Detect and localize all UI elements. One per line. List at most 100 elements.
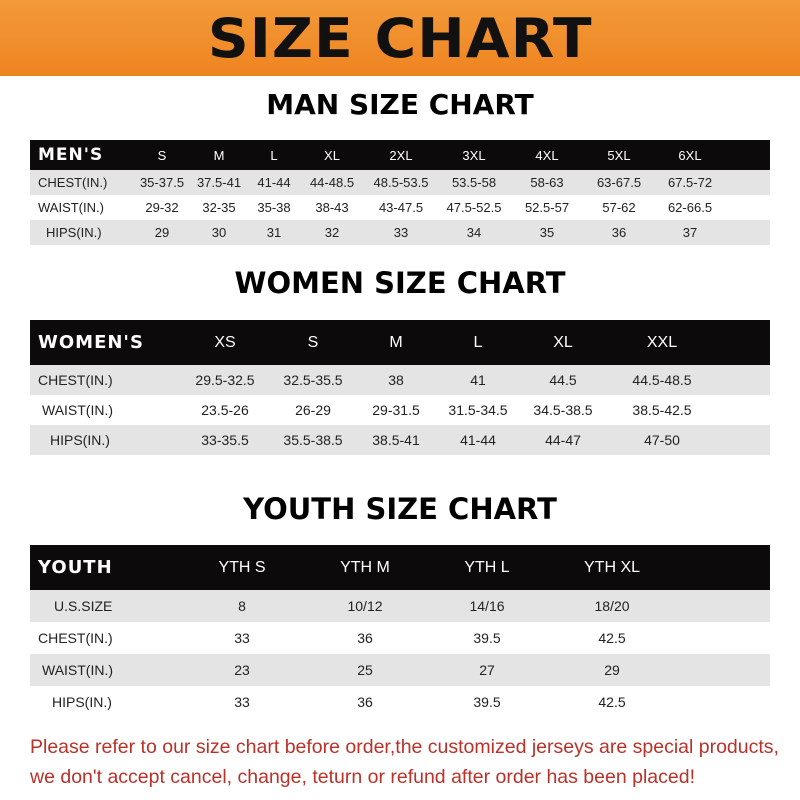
table-cell: 41-44: [460, 432, 496, 448]
table-header-label: MEN'S: [38, 145, 104, 165]
table-row: U.S.SIZE 8 10/12 14/16 18/20: [30, 590, 770, 622]
size-header-4xl: 4XL: [535, 147, 559, 163]
table-header-row: YOUTH YTH S YTH M YTH L YTH XL: [30, 545, 770, 590]
row-label: CHEST(IN.): [38, 175, 108, 190]
notice-line-1: Please refer to our size chart before or…: [30, 736, 779, 758]
table-cell: 33: [234, 694, 250, 710]
table-cell: 37.5-41: [196, 175, 242, 190]
table-row: HIPS(IN.) 33 36 39.5 42.5: [30, 686, 770, 718]
table-cell: 37: [682, 225, 698, 240]
table-cell: 53.5-58: [451, 175, 497, 190]
table-cell: 34.5-38.5: [533, 402, 593, 418]
size-header-yth-xl: YTH XL: [583, 558, 641, 576]
table-cell: 8: [238, 598, 246, 614]
notice-line-2: we don't accept cancel, change, teturn o…: [30, 766, 695, 788]
table-cell: 33: [234, 630, 250, 646]
size-header-yth-l: YTH L: [464, 558, 510, 576]
row-label: WAIST(IN.): [42, 662, 114, 678]
size-header-xl: XL: [553, 333, 573, 351]
youth-section-title: YOUTH SIZE CHART: [243, 492, 557, 526]
table-cell: 38-43: [315, 200, 349, 215]
table-header-label: YOUTH: [38, 557, 113, 578]
table-row: WAIST(IN.) 23 25 27 29: [30, 654, 770, 686]
table-cell: 14/16: [469, 598, 505, 614]
size-header-3xl: 3XL: [462, 147, 486, 163]
table-row: CHEST(IN.) 29.5-32.5 32.5-35.5 38 41 44.5 44.5…: [30, 365, 770, 395]
table-cell: 29.5-32.5: [195, 372, 255, 388]
women-size-table: WOMEN'S XS S M L XL XXL CHEST(IN.) 29.5-32.5 32.5…: [30, 320, 770, 455]
table-cell: 31: [266, 225, 282, 240]
row-label: HIPS(IN.): [46, 225, 102, 240]
table-row: CHEST(IN.) 35-37.5 37.5-41 41-44 44-48.5 48.5…: [30, 170, 770, 195]
table-cell: 29: [604, 662, 620, 678]
table-cell: 47-50: [644, 432, 680, 448]
row-label: CHEST(IN.): [38, 630, 113, 646]
men-section-title: MAN SIZE CHART: [266, 88, 534, 121]
row-label: WAIST(IN.): [42, 402, 114, 418]
table-cell: 23.5-26: [201, 402, 249, 418]
table-cell: 29-32: [145, 200, 179, 215]
row-label: HIPS(IN.): [52, 694, 112, 710]
women-section-title: WOMEN SIZE CHART: [234, 266, 566, 300]
table-cell: 26-29: [295, 402, 331, 418]
youth-size-table: YOUTH YTH S YTH M YTH L YTH XL U.S.SIZE 8 10/12…: [30, 545, 770, 718]
table-row: WAIST(IN.) 29-32 32-35 35-38 38-43 43-47.5 47.…: [30, 195, 770, 220]
table-cell: 44.5-48.5: [632, 372, 692, 388]
table-row: HIPS(IN.) 29 30 31 32 33 34 35 36 37: [30, 220, 770, 245]
table-cell: 39.5: [473, 630, 501, 646]
table-cell: 48.5-53.5: [373, 175, 429, 190]
table-cell: 31.5-34.5: [448, 402, 508, 418]
size-header-m: M: [213, 147, 225, 163]
table-cell: 44-47: [545, 432, 581, 448]
table-cell: 34: [466, 225, 482, 240]
size-header-l: L: [270, 147, 278, 163]
table-cell: 25: [357, 662, 373, 678]
table-cell: 33: [393, 225, 409, 240]
table-cell: 38.5-42.5: [632, 402, 692, 418]
table-cell: 29: [154, 225, 170, 240]
table-cell: 41: [470, 372, 486, 388]
table-cell: 39.5: [473, 694, 501, 710]
table-cell: 32: [324, 225, 340, 240]
table-cell: 57-62: [602, 200, 636, 215]
size-header-l: L: [473, 333, 483, 351]
row-label: HIPS(IN.): [50, 432, 110, 448]
table-cell: 63-67.5: [596, 175, 642, 190]
table-cell: 35: [539, 225, 555, 240]
table-row: CHEST(IN.) 33 36 39.5 42.5: [30, 622, 770, 654]
table-cell: 44.5: [549, 372, 577, 388]
table-cell: 47.5-52.5: [446, 200, 502, 215]
table-cell: 58-63: [530, 175, 564, 190]
row-label: WAIST(IN.): [38, 200, 104, 215]
size-header-yth-m: YTH M: [340, 558, 390, 576]
size-header-5xl: 5XL: [607, 147, 631, 163]
table-cell: 43-47.5: [378, 200, 424, 215]
size-header-xxl: XXL: [646, 333, 678, 351]
size-header-s: S: [157, 147, 167, 163]
table-cell: 42.5: [598, 630, 626, 646]
table-cell: 18/20: [594, 598, 630, 614]
table-cell: 36: [357, 694, 373, 710]
table-cell: 35-38: [257, 200, 291, 215]
row-label: U.S.SIZE: [54, 598, 113, 614]
table-cell: 36: [357, 630, 373, 646]
size-chart-banner: SIZE CHART: [0, 0, 800, 76]
table-cell: 41-44: [257, 175, 291, 190]
size-header-6xl: 6XL: [678, 147, 702, 163]
table-cell: 33-35.5: [201, 432, 249, 448]
table-cell: 32.5-35.5: [283, 372, 343, 388]
table-cell: 38.5-41: [372, 432, 420, 448]
table-cell: 38: [388, 372, 404, 388]
size-header-xs: XS: [214, 333, 236, 351]
size-header-xl: XL: [324, 147, 340, 163]
table-cell: 23: [234, 662, 250, 678]
table-cell: 62-66.5: [667, 200, 713, 215]
table-header-label: WOMEN'S: [38, 332, 144, 353]
row-label: CHEST(IN.): [38, 372, 113, 388]
size-header-s: S: [307, 333, 319, 351]
size-header-2xl: 2XL: [389, 147, 413, 163]
table-cell: 27: [479, 662, 495, 678]
table-cell: 44-48.5: [309, 175, 355, 190]
table-cell: 10/12: [347, 598, 383, 614]
table-cell: 32-35: [202, 200, 236, 215]
